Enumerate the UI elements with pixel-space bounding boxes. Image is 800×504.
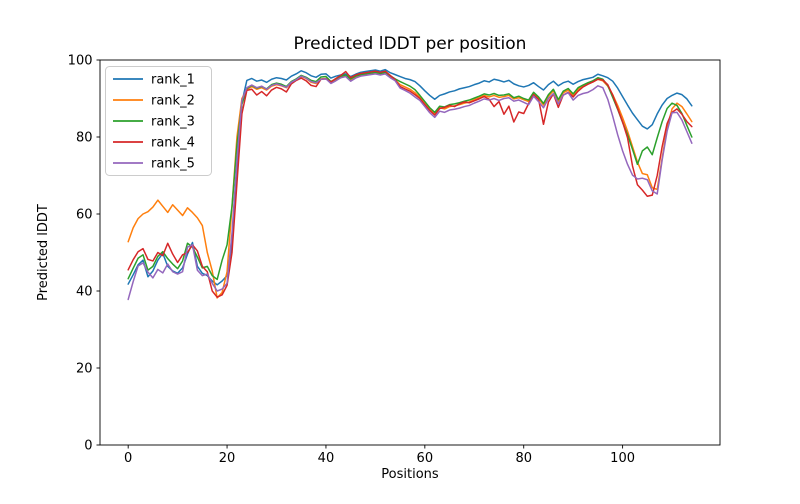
y-tick-label: 60 (76, 208, 93, 223)
legend-box (105, 66, 212, 176)
y-tick-label: 100 (68, 54, 93, 69)
x-tick-label: 40 (318, 451, 335, 466)
legend-label-rank_2: rank_2 (151, 94, 195, 109)
series-line-rank_5 (127, 73, 693, 301)
y-tick-label: 80 (76, 131, 93, 146)
y-axis-label: Predicted lDDT (36, 204, 51, 301)
x-tick-label: 60 (417, 451, 434, 466)
legend-label-rank_4: rank_4 (151, 136, 195, 151)
x-tick-label: 80 (515, 451, 532, 466)
legend-label-rank_5: rank_5 (151, 157, 195, 172)
series-line-rank_2 (127, 72, 693, 299)
series-line-rank_3 (127, 71, 693, 281)
plot-area (127, 68, 693, 301)
x-tick-label: 20 (219, 451, 236, 466)
y-tick-label: 40 (76, 285, 93, 300)
y-tick-label: 20 (76, 362, 93, 377)
axes: 0 20 40 60 80 100 0 20 40 60 80 100 (68, 54, 721, 466)
series-line-rank_4 (127, 70, 693, 298)
chart-title: Predicted lDDT per position (294, 34, 527, 54)
axes-spines (99, 59, 721, 446)
series-line-rank_1 (127, 68, 693, 286)
x-axis-label: Positions (381, 467, 439, 482)
x-tick-label: 100 (610, 451, 635, 466)
legend: rank_1 rank_2 rank_3 rank_4 rank_5 (105, 66, 212, 176)
legend-label-rank_1: rank_1 (151, 73, 195, 88)
x-tick-label: 0 (124, 451, 132, 466)
y-tick-label: 0 (84, 439, 92, 454)
legend-label-rank_3: rank_3 (151, 115, 195, 130)
